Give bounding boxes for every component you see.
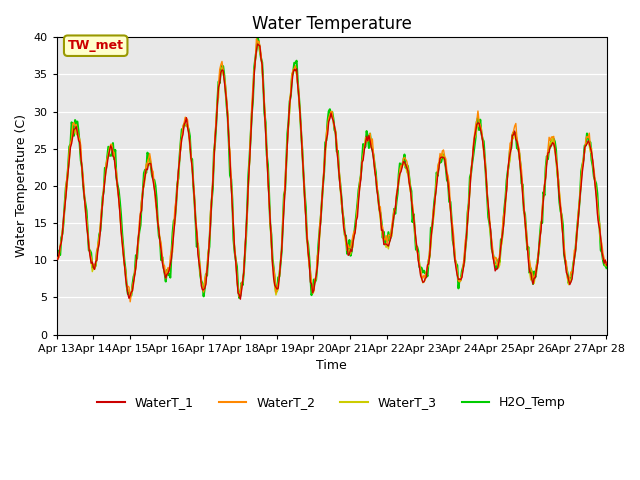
WaterT_3 — [287, 86, 294, 92]
Line: H2O_Temp: H2O_Temp — [57, 37, 607, 298]
Text: TW_met: TW_met — [68, 39, 124, 52]
H2O_Temp — [236, 295, 243, 301]
WaterT_3 — [272, 292, 280, 298]
WaterT_1 — [459, 267, 467, 273]
H2O_Temp — [389, 220, 397, 226]
Line: WaterT_3: WaterT_3 — [57, 42, 607, 295]
H2O_Temp — [253, 35, 261, 40]
Legend: WaterT_1, WaterT_2, WaterT_3, H2O_Temp: WaterT_1, WaterT_2, WaterT_3, H2O_Temp — [92, 391, 571, 414]
WaterT_3 — [255, 39, 262, 45]
WaterT_1 — [237, 296, 244, 302]
WaterT_3 — [53, 256, 61, 262]
WaterT_1 — [554, 182, 562, 188]
WaterT_2 — [603, 260, 611, 265]
WaterT_3 — [603, 263, 611, 269]
H2O_Temp — [554, 178, 562, 184]
H2O_Temp — [459, 264, 467, 270]
Title: Water Temperature: Water Temperature — [252, 15, 412, 33]
WaterT_2 — [53, 254, 61, 260]
WaterT_3 — [554, 181, 562, 187]
H2O_Temp — [224, 114, 232, 120]
WaterT_3 — [363, 138, 371, 144]
Line: WaterT_1: WaterT_1 — [57, 44, 607, 299]
WaterT_3 — [389, 220, 397, 226]
X-axis label: Time: Time — [316, 359, 347, 372]
WaterT_2 — [225, 139, 233, 144]
WaterT_3 — [224, 112, 232, 118]
WaterT_1 — [603, 262, 611, 268]
WaterT_2 — [253, 36, 260, 42]
WaterT_3 — [459, 267, 467, 273]
WaterT_1 — [253, 41, 261, 47]
WaterT_2 — [389, 214, 397, 220]
WaterT_2 — [459, 264, 467, 270]
WaterT_2 — [554, 175, 562, 180]
WaterT_1 — [224, 116, 232, 122]
H2O_Temp — [287, 92, 294, 98]
H2O_Temp — [53, 252, 61, 257]
WaterT_1 — [363, 133, 371, 139]
WaterT_2 — [287, 89, 294, 95]
H2O_Temp — [603, 265, 611, 271]
Line: WaterT_2: WaterT_2 — [57, 39, 607, 302]
Y-axis label: Water Temperature (C): Water Temperature (C) — [15, 114, 28, 257]
WaterT_2 — [126, 299, 134, 305]
WaterT_2 — [363, 136, 371, 142]
WaterT_1 — [287, 92, 294, 97]
H2O_Temp — [363, 128, 371, 134]
WaterT_1 — [53, 256, 61, 262]
WaterT_1 — [389, 219, 397, 225]
